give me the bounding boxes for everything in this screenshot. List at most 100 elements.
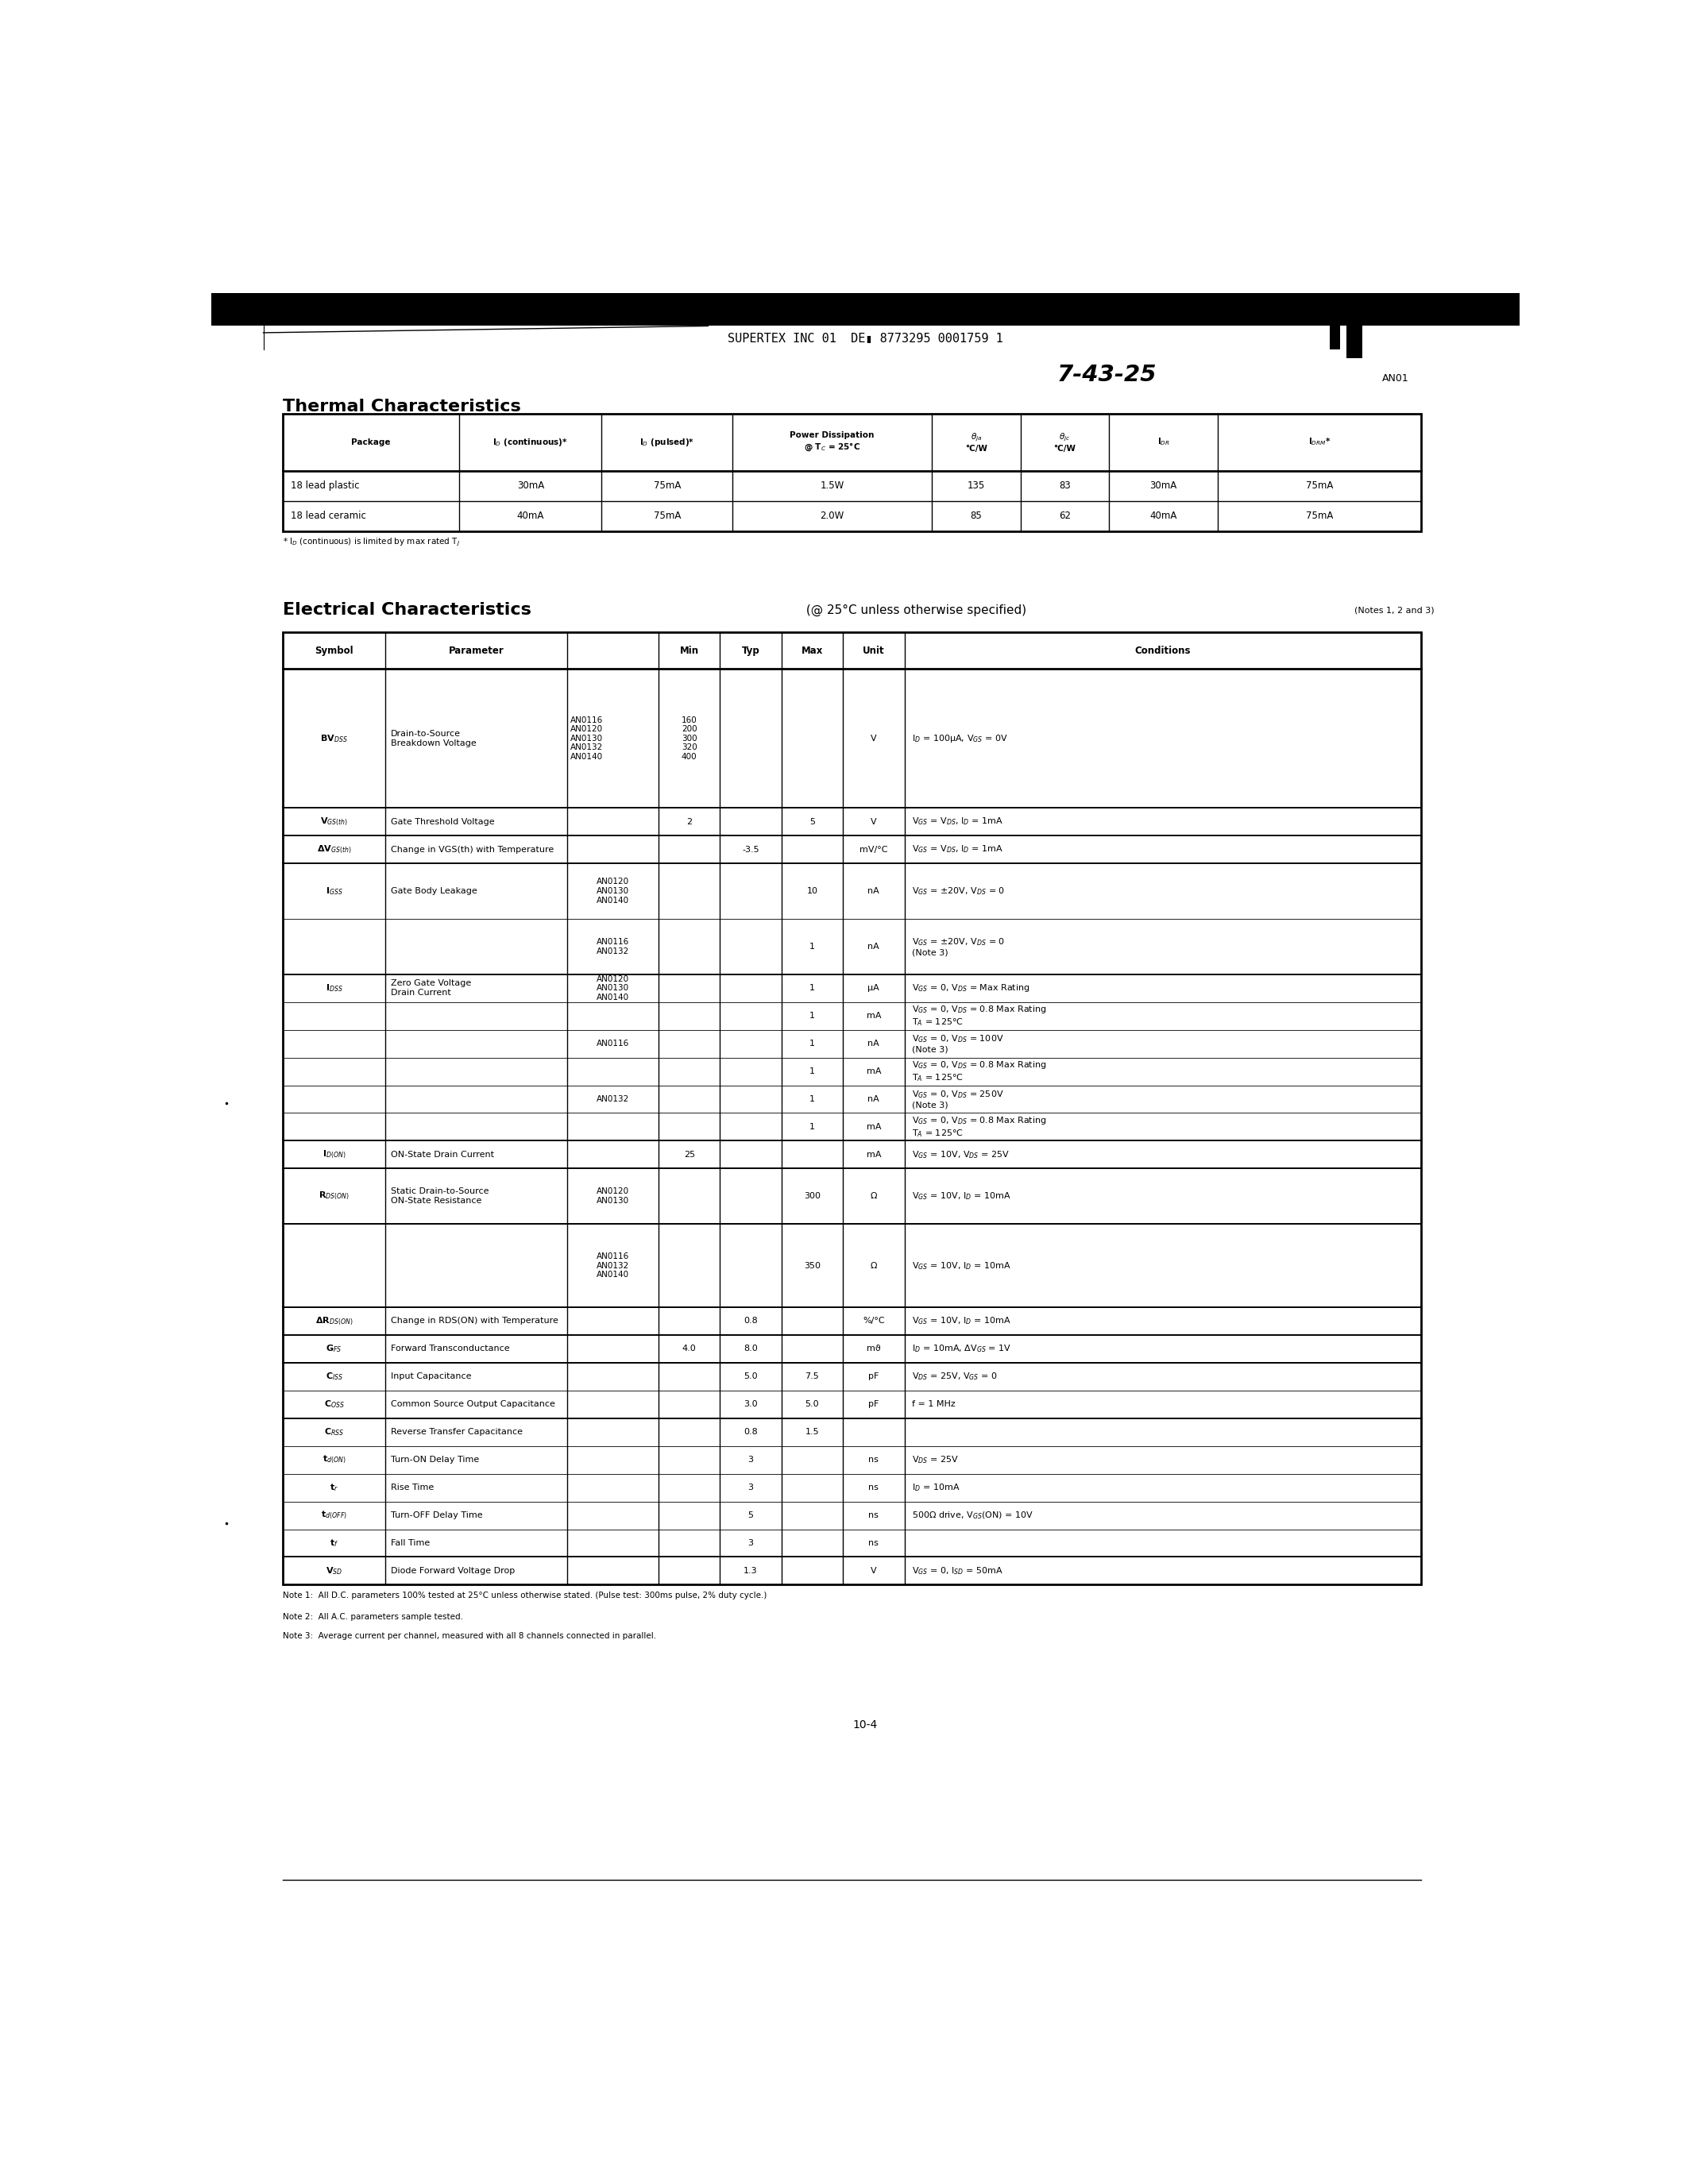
Text: V$_{DS}$ = 25V, V$_{GS}$ = 0: V$_{DS}$ = 25V, V$_{GS}$ = 0 — [912, 1372, 998, 1382]
Text: 2: 2 — [687, 817, 692, 826]
Text: BV$_{DSS}$: BV$_{DSS}$ — [321, 734, 348, 745]
Text: mA: mA — [866, 1123, 881, 1131]
Text: * I$_D$ (continuous) is limited by max rated T$_J$: * I$_D$ (continuous) is limited by max r… — [284, 537, 461, 548]
Bar — [284, 631, 1421, 1586]
Text: V$_{GS}$ = 0, I$_{SD}$ = 50mA: V$_{GS}$ = 0, I$_{SD}$ = 50mA — [912, 1566, 1004, 1577]
Text: Typ: Typ — [741, 646, 760, 655]
Text: V$_{GS(th)}$: V$_{GS(th)}$ — [321, 817, 348, 828]
Text: Conditions: Conditions — [1134, 646, 1190, 655]
Text: Static Drain-to-Source
ON-State Resistance: Static Drain-to-Source ON-State Resistan… — [390, 1188, 490, 1206]
Text: V$_{GS}$ = V$_{DS}$, I$_D$ = 1mA: V$_{GS}$ = V$_{DS}$, I$_D$ = 1mA — [912, 843, 1003, 854]
Text: V$_{SD}$: V$_{SD}$ — [326, 1566, 343, 1577]
Text: C$_{RSS}$: C$_{RSS}$ — [324, 1426, 344, 1437]
Text: 75mA: 75mA — [1305, 480, 1334, 491]
Text: Unit: Unit — [863, 646, 885, 655]
Text: AN0116
AN0120
AN0130
AN0132
AN0140: AN0116 AN0120 AN0130 AN0132 AN0140 — [571, 716, 603, 760]
Text: 1: 1 — [810, 1011, 815, 1020]
Text: 1: 1 — [810, 985, 815, 992]
Text: G$_{FS}$: G$_{FS}$ — [326, 1343, 343, 1354]
Text: %/°C: %/°C — [863, 1317, 885, 1326]
Text: 3: 3 — [748, 1457, 753, 1463]
Text: 5: 5 — [748, 1511, 753, 1520]
Text: Max: Max — [802, 646, 824, 655]
Text: (@ 25°C unless otherwise specified): (@ 25°C unless otherwise specified) — [802, 605, 1026, 616]
Text: AN0116
AN0132
AN0140: AN0116 AN0132 AN0140 — [596, 1251, 630, 1280]
Text: 2.0W: 2.0W — [820, 511, 844, 522]
Text: 1: 1 — [810, 943, 815, 950]
Text: I$_{GSS}$: I$_{GSS}$ — [326, 885, 343, 895]
Text: 1.5: 1.5 — [805, 1428, 819, 1437]
Text: Reverse Transfer Capacitance: Reverse Transfer Capacitance — [390, 1428, 523, 1437]
Text: 3.0: 3.0 — [744, 1400, 758, 1409]
Text: 85: 85 — [971, 511, 982, 522]
Text: V$_{GS}$ = 10V, I$_D$ = 10mA: V$_{GS}$ = 10V, I$_D$ = 10mA — [912, 1260, 1011, 1271]
Text: ns: ns — [869, 1540, 879, 1546]
Text: 30mA: 30mA — [517, 480, 544, 491]
Bar — [284, 413, 1421, 531]
Text: 135: 135 — [967, 480, 984, 491]
Text: AN0120
AN0130
AN0140: AN0120 AN0130 AN0140 — [596, 878, 630, 904]
Text: AN0132: AN0132 — [596, 1094, 630, 1103]
Text: mA: mA — [866, 1068, 881, 1075]
Text: mϑ: mϑ — [866, 1345, 881, 1352]
Text: Thermal Characteristics: Thermal Characteristics — [284, 400, 522, 415]
Text: Change in RDS(ON) with Temperature: Change in RDS(ON) with Temperature — [390, 1317, 559, 1326]
Text: 83: 83 — [1058, 480, 1070, 491]
Text: V$_{GS}$ = ±20V, V$_{DS}$ = 0
(Note 3): V$_{GS}$ = ±20V, V$_{DS}$ = 0 (Note 3) — [912, 937, 1006, 957]
Text: I$_{DSS}$: I$_{DSS}$ — [326, 983, 343, 994]
Text: 1: 1 — [810, 1123, 815, 1131]
Text: t$_{d(ON)}$: t$_{d(ON)}$ — [322, 1455, 346, 1465]
Text: mA: mA — [866, 1011, 881, 1020]
Text: SUPERTEX INC 01  DE▮ 8773295 0001759 1: SUPERTEX INC 01 DE▮ 8773295 0001759 1 — [728, 332, 1003, 343]
Text: 1: 1 — [810, 1040, 815, 1048]
Text: 3: 3 — [748, 1540, 753, 1546]
Text: AN0120
AN0130: AN0120 AN0130 — [596, 1188, 630, 1206]
Text: 500Ω drive, V$_{GS}$(ON) = 10V: 500Ω drive, V$_{GS}$(ON) = 10V — [912, 1509, 1035, 1520]
Text: 0.8: 0.8 — [744, 1317, 758, 1326]
Text: 350: 350 — [803, 1262, 820, 1269]
Text: I$_{DR}$: I$_{DR}$ — [1156, 437, 1170, 448]
Bar — [1347, 308, 1362, 358]
Text: $\theta_{jc}$
°C/W: $\theta_{jc}$ °C/W — [1053, 432, 1075, 452]
Text: Turn-OFF Delay Time: Turn-OFF Delay Time — [390, 1511, 483, 1520]
Text: V$_{GS}$ = 10V, I$_D$ = 10mA: V$_{GS}$ = 10V, I$_D$ = 10mA — [912, 1315, 1011, 1326]
Text: AN01: AN01 — [1382, 373, 1409, 382]
Text: pF: pF — [868, 1400, 879, 1409]
Text: pF: pF — [868, 1372, 879, 1380]
Text: Ω: Ω — [871, 1192, 878, 1201]
Text: Change in VGS(th) with Temperature: Change in VGS(th) with Temperature — [390, 845, 554, 854]
Text: V$_{GS}$ = V$_{DS}$, I$_D$ = 1mA: V$_{GS}$ = V$_{DS}$, I$_D$ = 1mA — [912, 817, 1003, 828]
Text: AN0120
AN0130
AN0140: AN0120 AN0130 AN0140 — [596, 974, 630, 1000]
Text: 10-4: 10-4 — [852, 1719, 878, 1730]
Text: 1: 1 — [810, 1094, 815, 1103]
Text: V: V — [871, 734, 876, 743]
Text: ns: ns — [869, 1483, 879, 1492]
Text: C$_{OSS}$: C$_{OSS}$ — [324, 1400, 344, 1411]
Text: 40mA: 40mA — [1150, 511, 1177, 522]
Text: 75mA: 75mA — [653, 480, 680, 491]
Text: 3: 3 — [748, 1483, 753, 1492]
Text: Note 3:  Average current per channel, measured with all 8 channels connected in : Note 3: Average current per channel, mea… — [284, 1631, 657, 1640]
Text: t$_{d(OFF)}$: t$_{d(OFF)}$ — [321, 1509, 348, 1520]
Text: V$_{GS}$ = ±20V, V$_{DS}$ = 0: V$_{GS}$ = ±20V, V$_{DS}$ = 0 — [912, 885, 1006, 895]
Text: V$_{GS}$ = 10V, V$_{DS}$ = 25V: V$_{GS}$ = 10V, V$_{DS}$ = 25V — [912, 1149, 1009, 1160]
Text: 8.0: 8.0 — [744, 1345, 758, 1352]
Text: AN0116: AN0116 — [596, 1040, 630, 1048]
Text: V: V — [871, 1566, 876, 1575]
Text: V$_{GS}$ = 10V, I$_D$ = 10mA: V$_{GS}$ = 10V, I$_D$ = 10mA — [912, 1190, 1011, 1201]
Text: V$_{DS}$ = 25V: V$_{DS}$ = 25V — [912, 1455, 959, 1465]
Text: mV/°C: mV/°C — [859, 845, 888, 854]
Text: Parameter: Parameter — [449, 646, 505, 655]
Text: 1: 1 — [810, 1068, 815, 1075]
Text: V$_{GS}$ = 0, V$_{DS}$ = 100V
(Note 3): V$_{GS}$ = 0, V$_{DS}$ = 100V (Note 3) — [912, 1033, 1004, 1053]
Text: -3.5: -3.5 — [743, 845, 760, 854]
Text: I$_D$ = 10mA, ΔV$_{GS}$ = 1V: I$_D$ = 10mA, ΔV$_{GS}$ = 1V — [912, 1343, 1011, 1354]
Text: I$_D$ (continuous)*: I$_D$ (continuous)* — [493, 437, 569, 448]
Text: 62: 62 — [1058, 511, 1070, 522]
Text: Forward Transconductance: Forward Transconductance — [390, 1345, 510, 1352]
Text: f = 1 MHz: f = 1 MHz — [912, 1400, 955, 1409]
Text: V: V — [871, 817, 876, 826]
Text: 5.0: 5.0 — [805, 1400, 819, 1409]
Text: Fall Time: Fall Time — [390, 1540, 430, 1546]
Text: ns: ns — [869, 1457, 879, 1463]
